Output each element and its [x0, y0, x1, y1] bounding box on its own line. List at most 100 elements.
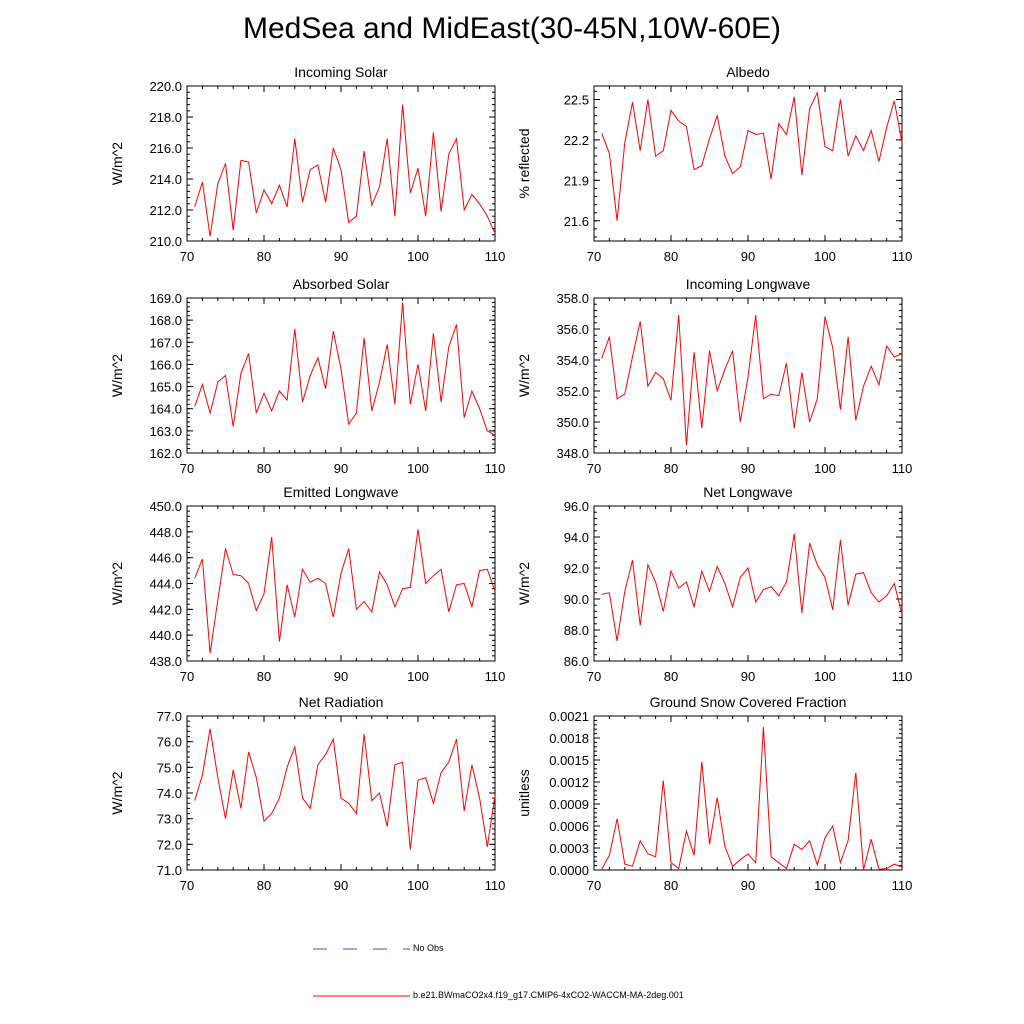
- data-point: [786, 581, 787, 582]
- data-point: [848, 840, 849, 841]
- data-point: [647, 386, 648, 387]
- plot-frame: [593, 505, 903, 662]
- y-tick-label: 94.0: [564, 530, 589, 545]
- x-tick-label: 70: [587, 878, 601, 893]
- data-point: [471, 606, 472, 607]
- data-point: [448, 154, 449, 155]
- data-point: [871, 592, 872, 593]
- data-point: [279, 641, 280, 642]
- data-point: [670, 110, 671, 111]
- data-point: [740, 166, 741, 167]
- data-point: [333, 617, 334, 618]
- series-line: [194, 728, 496, 850]
- data-point: [425, 583, 426, 584]
- data-point: [210, 728, 211, 729]
- data-point: [356, 216, 357, 217]
- data-point: [263, 593, 264, 594]
- y-tick-label: 75.0: [157, 760, 182, 775]
- data-point: [709, 138, 710, 139]
- y-axis-label: W/m^2: [516, 354, 532, 397]
- data-point: [233, 426, 234, 427]
- data-point: [601, 869, 602, 870]
- data-point: [840, 99, 841, 100]
- data-point: [878, 602, 879, 603]
- data-point: [248, 751, 249, 752]
- data-point: [310, 582, 311, 583]
- data-point: [256, 213, 257, 214]
- data-point: [894, 583, 895, 584]
- data-point: [655, 156, 656, 157]
- data-point: [640, 150, 641, 151]
- data-point: [886, 595, 887, 596]
- y-tick-label: 165.0: [149, 380, 182, 395]
- y-tick-label: 214.0: [149, 172, 182, 187]
- y-tick-label: 220.0: [149, 79, 182, 94]
- data-point: [325, 754, 326, 755]
- data-point: [271, 813, 272, 814]
- x-tick-label: 80: [664, 249, 678, 264]
- data-point: [217, 382, 218, 383]
- y-axis-label: W/m^2: [109, 142, 125, 185]
- data-point: [801, 372, 802, 373]
- data-point: [494, 591, 495, 592]
- data-point: [202, 182, 203, 183]
- data-point: [840, 862, 841, 863]
- data-point: [379, 792, 380, 793]
- y-tick-label: 168.0: [149, 313, 182, 328]
- data-point: [302, 402, 303, 403]
- series-line: [601, 90, 903, 221]
- x-tick-label: 90: [334, 249, 348, 264]
- data-point: [394, 404, 395, 405]
- data-point: [678, 120, 679, 121]
- data-point: [640, 321, 641, 322]
- data-point: [456, 739, 457, 740]
- x-tick-label: 110: [892, 878, 913, 893]
- y-tick-label: 90.0: [564, 592, 589, 607]
- series-line: [194, 104, 496, 237]
- data-point: [624, 394, 625, 395]
- plot-frame: [593, 85, 903, 242]
- y-tick-label: 440.0: [149, 628, 182, 643]
- data-point: [333, 331, 334, 332]
- data-point: [617, 398, 618, 399]
- y-tick-label: 0.0006: [549, 819, 589, 834]
- data-point: [763, 133, 764, 134]
- data-point: [786, 363, 787, 364]
- y-tick-label: 96.0: [564, 499, 589, 514]
- data-point: [863, 869, 864, 870]
- data-point: [317, 164, 318, 165]
- data-point: [724, 156, 725, 157]
- data-point: [340, 798, 341, 799]
- data-point: [801, 174, 802, 175]
- data-point: [670, 400, 671, 401]
- data-point: [871, 366, 872, 367]
- data-point: [210, 413, 211, 414]
- x-tick-label: 70: [180, 461, 194, 476]
- data-point: [479, 203, 480, 204]
- x-tick-label: 110: [485, 878, 506, 893]
- y-tick-label: 212.0: [149, 203, 182, 218]
- y-tick-label: 169.0: [149, 291, 182, 306]
- y-tick-label: 446.0: [149, 551, 182, 566]
- data-point: [402, 762, 403, 763]
- x-tick-label: 100: [407, 878, 429, 893]
- data-point: [494, 795, 495, 796]
- data-point: [302, 798, 303, 799]
- y-tick-label: 350.0: [556, 415, 589, 430]
- data-point: [410, 404, 411, 405]
- data-point: [678, 315, 679, 316]
- data-point: [487, 846, 488, 847]
- data-point: [287, 206, 288, 207]
- y-tick-label: 0.0015: [549, 753, 589, 768]
- data-point: [225, 548, 226, 549]
- y-tick-label: 356.0: [556, 322, 589, 337]
- data-point: [655, 372, 656, 373]
- y-axis-label: unitless: [516, 769, 532, 816]
- figure-title: MedSea and MidEast(30-45N,10W-60E): [242, 12, 782, 45]
- panel-title: Albedo: [726, 64, 770, 80]
- data-point: [256, 610, 257, 611]
- x-tick-label: 110: [892, 461, 913, 476]
- data-point: [817, 92, 818, 93]
- panel-title: Emitted Longwave: [283, 484, 398, 500]
- y-tick-label: 76.0: [157, 735, 182, 750]
